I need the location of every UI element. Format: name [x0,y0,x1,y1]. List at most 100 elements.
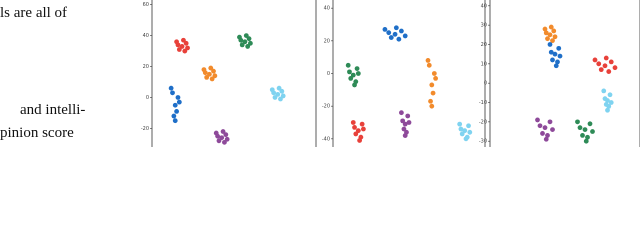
point [399,110,404,116]
point [547,32,553,38]
y-tick-label: -40 [322,136,330,142]
point [555,59,560,65]
point [208,65,214,71]
y-tick-label: -10 [479,100,487,106]
point [552,51,558,57]
point [222,139,227,145]
point [608,59,614,65]
point [176,99,182,105]
point [170,90,175,96]
point [352,82,357,88]
point [602,63,608,69]
y-tick-label: 10 [481,61,487,67]
point [402,33,408,39]
y-tick-label: 20 [324,38,330,44]
plot-frame [151,0,317,147]
point [426,62,432,68]
point [612,65,618,71]
y-tick-label: -20 [322,104,330,110]
point [359,121,365,127]
point [224,136,230,142]
point [575,119,580,125]
point [585,134,590,140]
point [392,31,398,37]
point [204,74,210,80]
point [209,76,215,82]
point [545,36,550,42]
point [276,85,282,91]
point [248,40,253,46]
point [347,69,352,75]
y-tick-label: 40 [481,3,487,9]
point [176,47,182,52]
point [213,130,219,136]
point [602,96,608,102]
y-tick-label: -30 [479,139,487,145]
point [540,131,545,136]
point [174,39,180,45]
point [550,38,555,44]
y-tick-label: 0 [484,81,487,87]
point [355,71,361,76]
point [181,37,186,43]
point [430,90,436,96]
page: {"text": ["ls are all of", "and intelli-… [0,0,640,147]
point [535,117,540,123]
point [552,34,558,40]
point [462,128,468,134]
point [345,62,351,68]
point [243,33,249,38]
point [603,55,609,61]
point [463,136,469,142]
point [406,120,412,125]
point [547,119,553,125]
y-tick-label: 30 [481,23,487,29]
point [183,40,189,46]
point [172,102,178,108]
point [280,93,286,99]
point [242,39,248,45]
y-tick-label: 40 [324,6,330,12]
point [357,138,362,143]
point [543,136,549,142]
point [216,138,222,144]
point [545,132,550,138]
point [542,26,548,32]
point [459,131,465,137]
y-tick-label: 60 [143,2,149,8]
point [467,129,473,135]
point [393,25,399,31]
point [172,118,178,124]
point [590,129,595,134]
point [553,63,559,69]
point [361,126,366,132]
point [272,95,278,100]
point [175,95,181,100]
point [355,128,361,134]
point [386,30,392,36]
point [557,53,563,59]
point [582,127,588,132]
point [350,72,356,78]
point [269,87,275,93]
body-text: and intelli- [20,102,86,118]
point [606,69,612,74]
point [168,85,174,91]
y-tick-label: 0 [146,95,149,101]
point [223,132,229,138]
y-tick-label: -20 [141,126,149,132]
point [425,58,431,63]
y-tick-label: 0 [327,71,330,77]
point [603,102,609,107]
point [548,49,554,55]
point [548,24,554,30]
point [352,125,357,130]
point [207,71,212,77]
point [219,135,225,141]
point [388,35,394,40]
point [580,132,585,138]
point [457,121,463,127]
point [608,100,614,105]
point [547,42,553,47]
point [185,45,190,51]
